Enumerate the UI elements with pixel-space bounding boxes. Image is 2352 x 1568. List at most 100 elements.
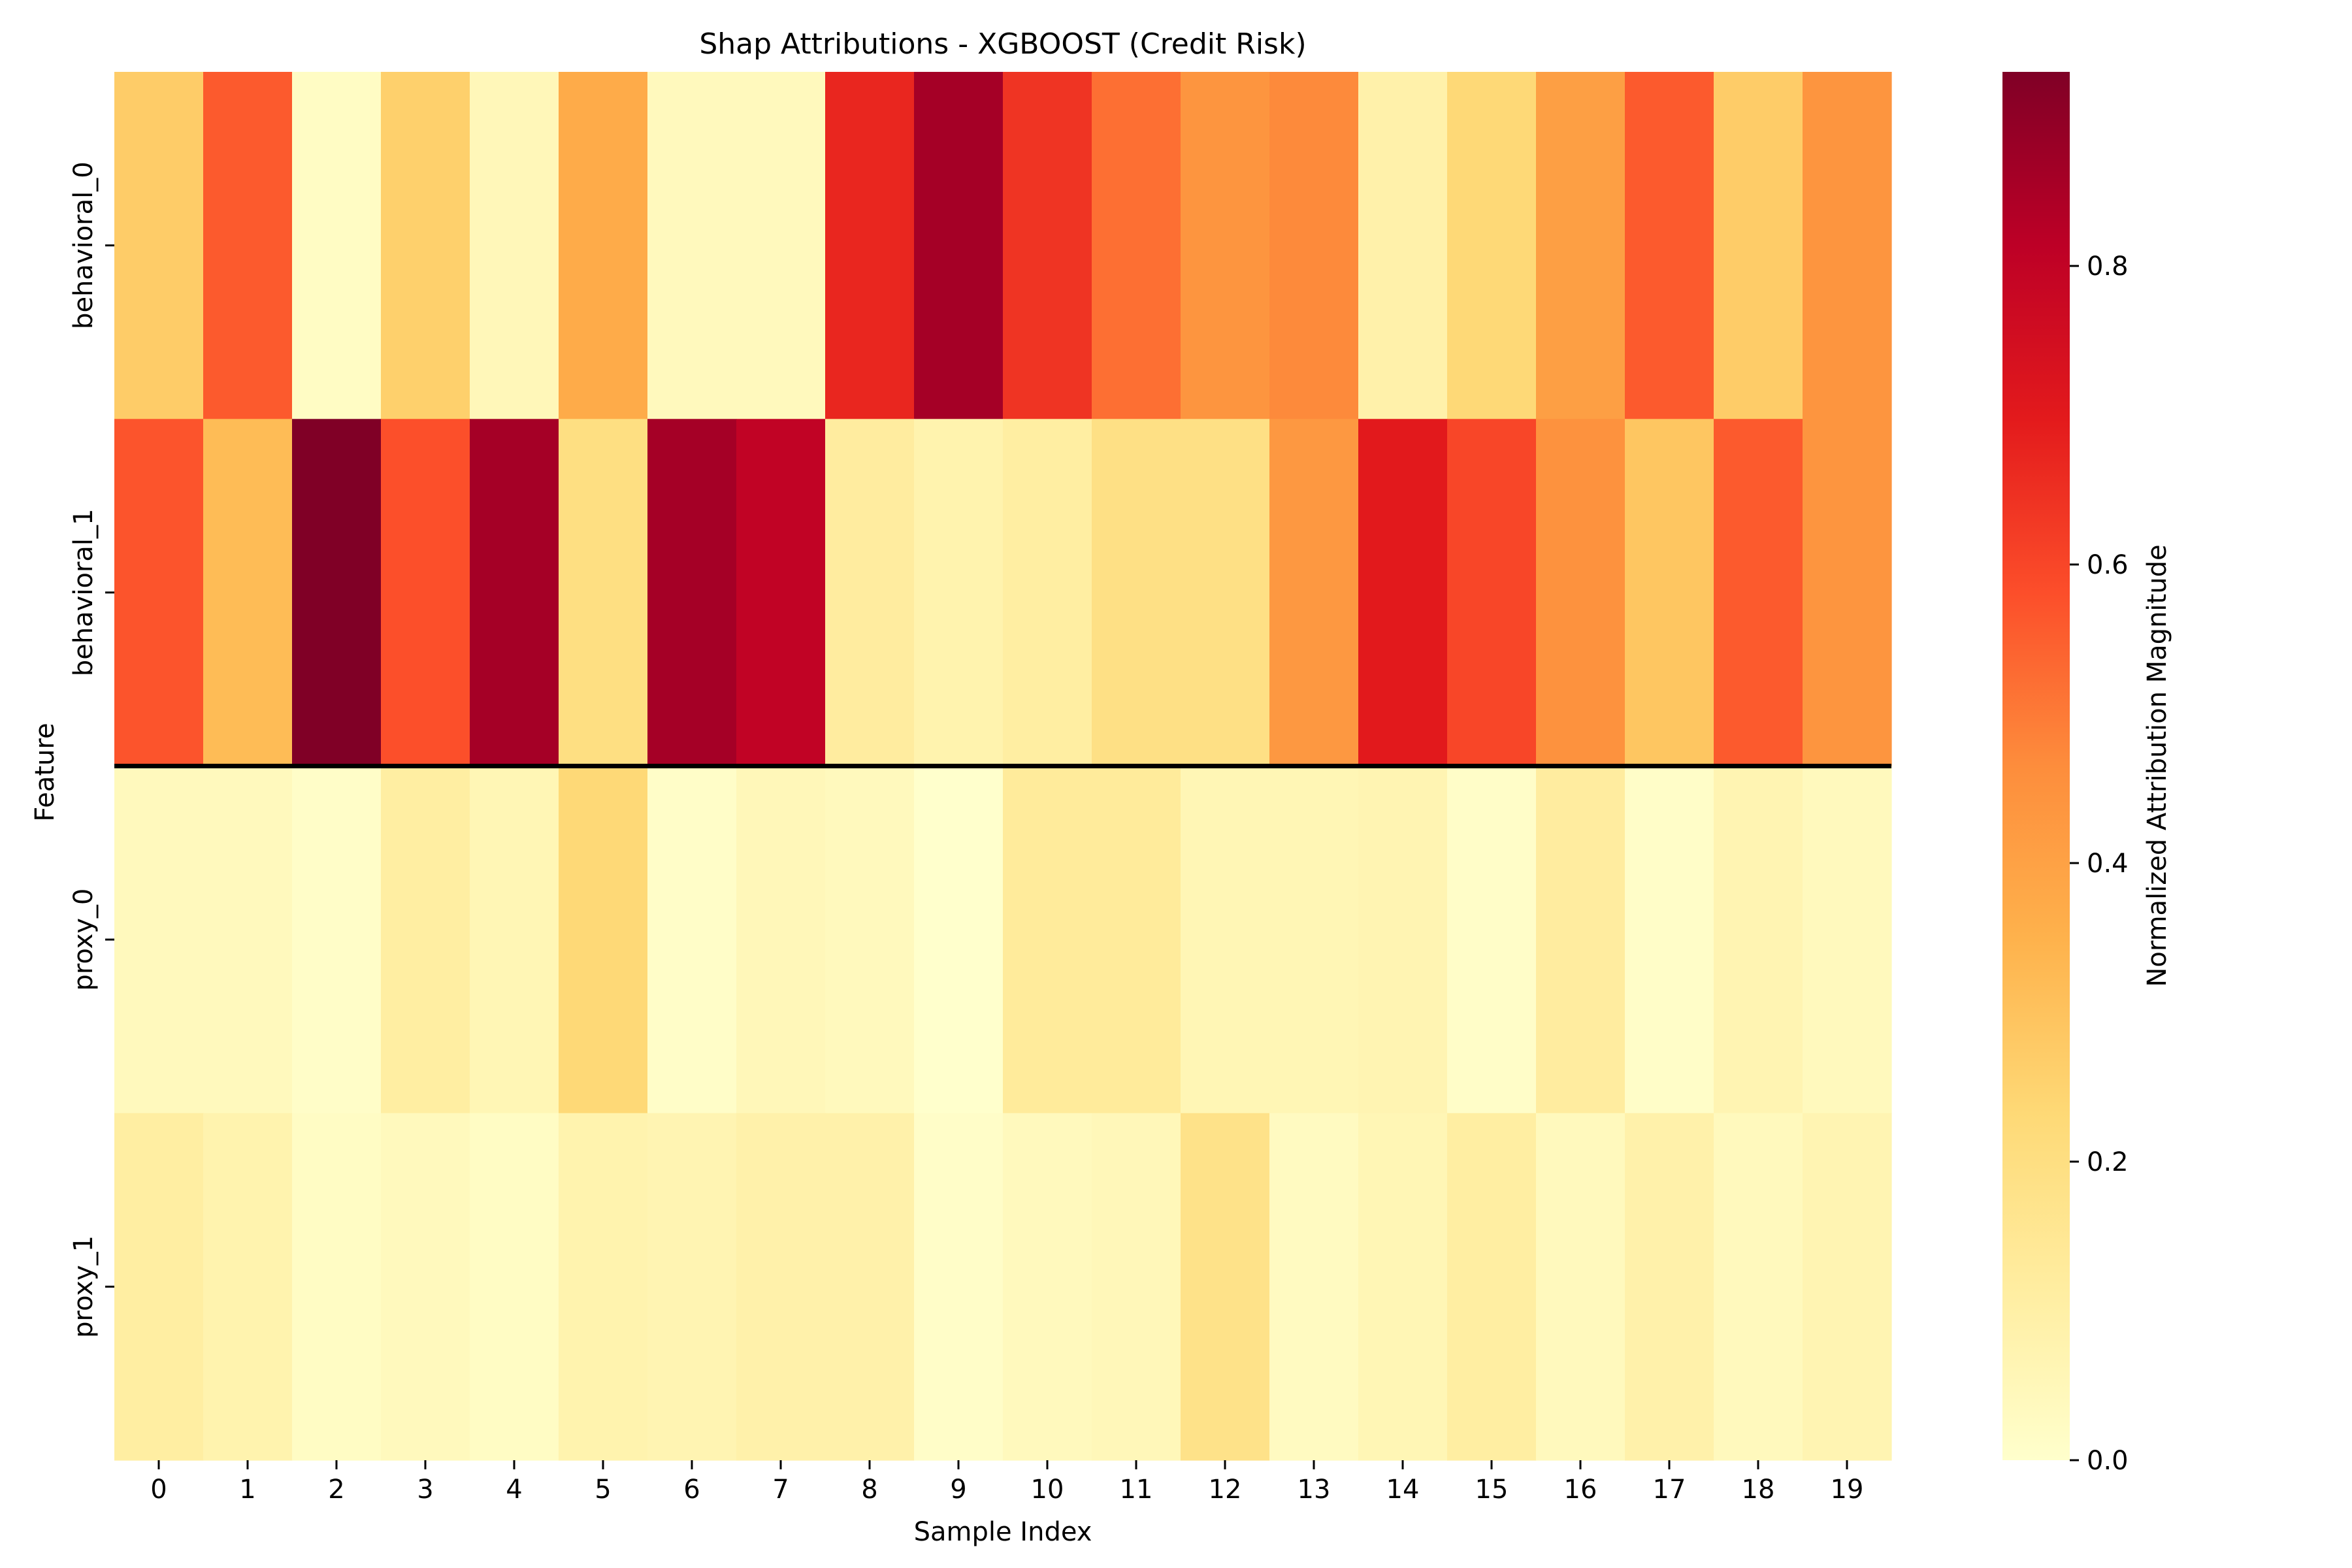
heatmap-cell xyxy=(1447,766,1537,1114)
y-axis-label: Feature xyxy=(30,723,60,821)
x-axis-label: Sample Index xyxy=(914,1517,1092,1547)
heatmap-cell xyxy=(736,1113,826,1461)
heatmap-cell xyxy=(1181,1113,1270,1461)
colorbar-tick-label: 0.0 xyxy=(2087,1446,2129,1476)
heatmap-cell xyxy=(1181,419,1270,767)
y-tick-label: proxy_1 xyxy=(69,1235,99,1338)
heatmap-cell xyxy=(381,419,470,767)
heatmap-cell xyxy=(914,1113,1004,1461)
x-tick-label: 1 xyxy=(239,1475,255,1505)
colorbar xyxy=(2002,72,2070,1460)
heatmap-cell xyxy=(1358,72,1448,419)
heatmap-cell xyxy=(1714,419,1803,767)
heatmap-cell xyxy=(292,419,382,767)
heatmap-cell xyxy=(1447,72,1537,419)
colorbar-ticks: 0.0 0.2 0.4 0.6 0.8 xyxy=(2070,252,2129,1476)
x-tick-label: 8 xyxy=(861,1475,877,1505)
heatmap-cell xyxy=(114,766,204,1114)
x-tick-label: 16 xyxy=(1564,1475,1597,1505)
heatmap-cell xyxy=(470,766,559,1114)
colorbar-tick-label: 0.4 xyxy=(2087,849,2129,879)
heatmap-cell xyxy=(1625,419,1714,767)
heatmap-cell xyxy=(381,766,470,1114)
heatmap-cell xyxy=(1092,419,1181,767)
heatmap-cell xyxy=(1358,419,1448,767)
heatmap-cell xyxy=(559,72,648,419)
colorbar-tick-label: 0.6 xyxy=(2087,550,2129,580)
x-tick-label: 12 xyxy=(1209,1475,1242,1505)
heatmap-cell xyxy=(736,72,826,419)
x-tick-label: 13 xyxy=(1298,1475,1331,1505)
heatmap-cell xyxy=(825,766,915,1114)
heatmap-cell xyxy=(381,1113,470,1461)
y-tick-label: proxy_0 xyxy=(69,889,99,991)
heatmap-cell xyxy=(203,1113,293,1461)
colorbar-tick-label: 0.2 xyxy=(2087,1147,2129,1177)
heatmap-cell xyxy=(1447,419,1537,767)
heatmap-cells xyxy=(114,72,1892,1461)
heatmap-cell xyxy=(914,72,1004,419)
heatmap-cell xyxy=(1181,72,1270,419)
chart-title: Shap Attributions - XGBOOST (Credit Risk… xyxy=(699,27,1306,61)
y-tick-label: behavioral_1 xyxy=(69,509,99,677)
x-tick-label: 6 xyxy=(683,1475,700,1505)
colorbar-tick-label: 0.8 xyxy=(2087,252,2129,282)
x-tick-label: 15 xyxy=(1475,1475,1509,1505)
heatmap-cell xyxy=(1625,72,1714,419)
heatmap-cell xyxy=(914,766,1004,1114)
heatmap-cell xyxy=(1803,1113,1892,1461)
heatmap-cell xyxy=(114,72,204,419)
heatmap-cell xyxy=(825,419,915,767)
heatmap-cell xyxy=(1803,72,1892,419)
heatmap-cell xyxy=(1803,766,1892,1114)
heatmap-cell xyxy=(914,419,1004,767)
heatmap-cell xyxy=(203,72,293,419)
heatmap-cell xyxy=(559,766,648,1114)
x-tick-label: 7 xyxy=(772,1475,789,1505)
heatmap-cell xyxy=(1003,1113,1092,1461)
heatmap-cell xyxy=(647,1113,737,1461)
y-axis-ticks: behavioral_0 behavioral_1 proxy_0 proxy_1 xyxy=(69,161,114,1338)
heatmap-cell xyxy=(647,72,737,419)
y-tick-label: behavioral_0 xyxy=(69,161,99,329)
heatmap-cell xyxy=(203,419,293,767)
heatmap-cell xyxy=(1625,1113,1714,1461)
heatmap-cell xyxy=(1269,419,1359,767)
heatmap-cell xyxy=(114,419,204,767)
heatmap-cell xyxy=(381,72,470,419)
x-tick-label: 11 xyxy=(1120,1475,1153,1505)
heatmap-cell xyxy=(647,419,737,767)
heatmap-cell xyxy=(1003,419,1092,767)
heatmap-cell xyxy=(1714,1113,1803,1461)
heatmap-cell xyxy=(1092,1113,1181,1461)
heatmap-cell xyxy=(203,766,293,1114)
x-tick-label: 5 xyxy=(595,1475,611,1505)
heatmap-cell xyxy=(1536,419,1625,767)
heatmap-cell xyxy=(1358,1113,1448,1461)
heatmap-cell xyxy=(292,72,382,419)
heatmap-cell xyxy=(1092,72,1181,419)
x-tick-label: 14 xyxy=(1386,1475,1420,1505)
heatmap-cell xyxy=(1536,766,1625,1114)
x-tick-label: 4 xyxy=(506,1475,522,1505)
heatmap-cell xyxy=(470,1113,559,1461)
heatmap-cell xyxy=(1447,1113,1537,1461)
heatmap-cell xyxy=(1803,419,1892,767)
heatmap-cell xyxy=(292,1113,382,1461)
heatmap-cell xyxy=(1269,72,1359,419)
heatmap-cell xyxy=(1003,766,1092,1114)
heatmap-cell xyxy=(1714,72,1803,419)
heatmap-cell xyxy=(1269,1113,1359,1461)
heatmap-cell xyxy=(647,766,737,1114)
heatmap-cell xyxy=(1536,1113,1625,1461)
heatmap-cell xyxy=(1181,766,1270,1114)
heatmap-cell xyxy=(1358,766,1448,1114)
heatmap-cell xyxy=(470,419,559,767)
x-tick-label: 3 xyxy=(417,1475,433,1505)
heatmap-cell xyxy=(825,1113,915,1461)
heatmap-cell xyxy=(1536,72,1625,419)
heatmap-cell xyxy=(470,72,559,419)
x-axis-ticks: 0 1 2 3 4 5 6 7 8 9 10 11 12 13 14 15 16 17 18 19 xyxy=(150,1460,1863,1505)
heatmap-cell xyxy=(559,419,648,767)
